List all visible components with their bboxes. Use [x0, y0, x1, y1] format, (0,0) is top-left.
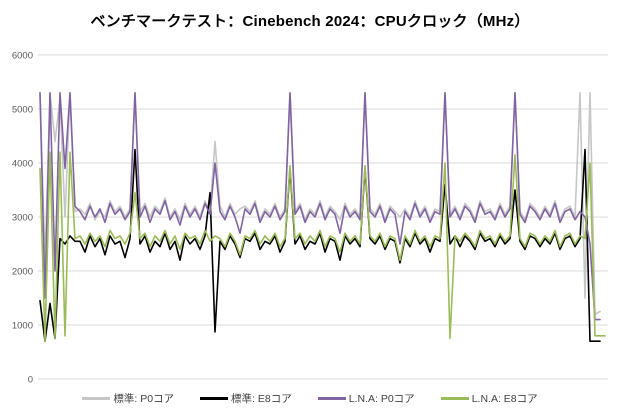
y-tick-label: 1000 [12, 321, 33, 332]
legend-item-std-e8: 標準: E8コア [200, 391, 292, 406]
legend-item-lna-p0: L.N.A: P0コア [317, 391, 415, 406]
legend-swatch-std-e8 [200, 397, 229, 400]
y-tick-label: 2000 [12, 267, 33, 278]
chart-title: ベンチマークテスト：Cinebench 2024：CPUクロック（MHz） [90, 13, 530, 30]
legend: 標準: P0コア 標準: E8コア L.N.A: P0コア L.N.A: E8コア [0, 391, 620, 406]
legend-label-std-e8: 標準: E8コア [231, 393, 292, 405]
y-tick-label: 0 [28, 375, 33, 386]
legend-item-std-p0: 標準: P0コア [82, 391, 174, 406]
legend-label-std-p0: 標準: P0コア [113, 393, 175, 405]
legend-item-lna-e8: L.N.A: E8コア [440, 391, 538, 406]
legend-swatch-std-p0 [82, 397, 111, 400]
y-tick-label: 6000 [12, 51, 33, 62]
legend-swatch-lna-p0 [317, 397, 346, 400]
series-line-lna-e8 [39, 151, 606, 343]
series-line-lna-p0 [39, 92, 601, 321]
y-tick-label: 5000 [12, 105, 33, 116]
legend-swatch-lna-e8 [440, 397, 469, 400]
legend-label-lna-p0: L.N.A: P0コア [348, 393, 415, 405]
y-tick-label: 3000 [12, 213, 33, 224]
legend-label-lna-e8: L.N.A: E8コア [471, 393, 538, 405]
y-tick-label: 4000 [12, 159, 33, 170]
